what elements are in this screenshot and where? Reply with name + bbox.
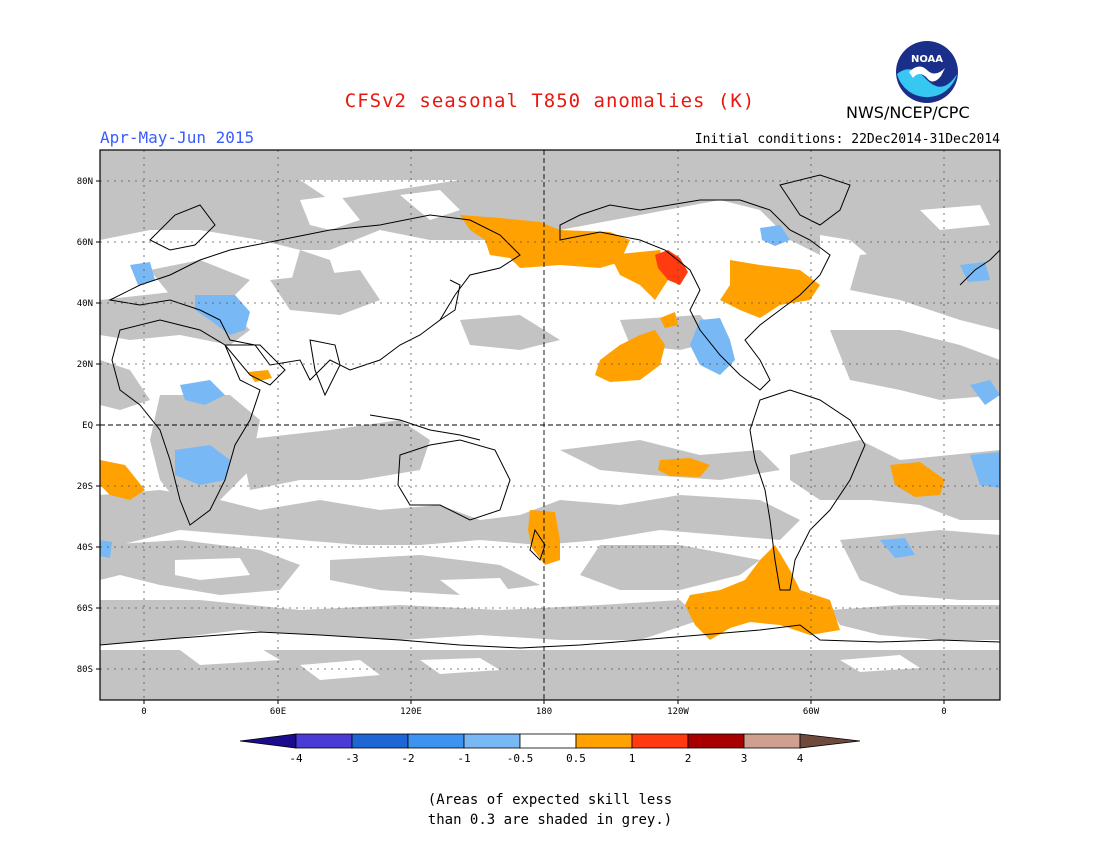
lat-label-80n: 80N — [77, 177, 93, 187]
colorbar — [239, 733, 861, 749]
coastline-indonesia — [369, 414, 481, 441]
coastline-japan — [439, 279, 461, 321]
skill-note-line2: than 0.3 are shaded in grey.) — [427, 812, 673, 828]
coastline-antarctica — [100, 624, 1000, 649]
lat-label-80s: 80S — [77, 665, 93, 675]
colorbar-bin — [519, 733, 577, 749]
lon-label-0-east: 0 — [941, 707, 946, 717]
coastline-scandinavia — [149, 204, 216, 251]
coastline-new-zealand — [529, 528, 546, 561]
colorbar-label: -3 — [345, 752, 358, 765]
lat-label-40n: 40N — [77, 299, 93, 309]
anomaly-western-canada — [655, 250, 688, 285]
lat-label-eq: EQ — [82, 421, 93, 431]
colorbar-labels: -4 -3 -2 -1 -0.5 0.5 1 2 3 4 — [289, 752, 803, 765]
colorbar-label: -0.5 — [507, 752, 534, 765]
lat-label-60n: 60N — [77, 238, 93, 248]
lat-label-40s: 40S — [77, 543, 93, 553]
lon-label-0: 0 — [141, 707, 146, 717]
lon-label-180: 180 — [536, 707, 552, 717]
anomaly-middle-east — [195, 295, 250, 335]
colorbar-bin — [631, 733, 689, 749]
colorbar-bin — [463, 733, 521, 749]
lat-labels: 80N 60N 40N 20N EQ 20S 40S 60S 80S — [77, 177, 93, 675]
map-title: CFSv2 seasonal T850 anomalies (K) — [344, 90, 756, 112]
forecast-period: Apr-May-Jun 2015 — [100, 128, 255, 147]
coastlines — [100, 174, 1000, 649]
anomaly-subtropical-north-pacific — [595, 330, 665, 382]
colorbar-high-arrow — [799, 733, 861, 749]
strong-warm-anomaly-regions — [655, 250, 688, 285]
colorbar-label: 2 — [685, 752, 692, 765]
coastline-arabia — [223, 344, 286, 386]
anomaly-alaska-northeast-pacific — [460, 215, 630, 268]
colorbar-bin — [743, 733, 801, 749]
lat-label-20n: 20N — [77, 360, 93, 370]
colorbar-label: -4 — [289, 752, 303, 765]
anomaly-eastern-africa — [175, 445, 230, 485]
coastline-europe-west — [959, 249, 1000, 286]
coastline-greenland — [779, 174, 851, 226]
colorbar-label: 4 — [797, 752, 804, 765]
lon-ticks — [143, 700, 945, 704]
warm-anomaly-regions — [100, 215, 945, 640]
colorbar-low-arrow — [239, 733, 297, 749]
anomaly-eastern-us — [720, 260, 820, 318]
colorbar-label: 3 — [741, 752, 748, 765]
agency-label: NWS/NCEP/CPC — [846, 103, 970, 122]
coastline-australia — [397, 439, 511, 521]
initial-conditions: Initial conditions: 22Dec2014-31Dec2014 — [694, 132, 1000, 147]
lon-label-120w: 120W — [667, 707, 689, 717]
lon-label-60e: 60E — [270, 707, 286, 717]
colorbar-label: -1 — [457, 752, 470, 765]
coastline-india — [309, 339, 341, 397]
colorbar-label: -2 — [401, 752, 414, 765]
colorbar-bin — [687, 733, 745, 749]
lon-labels: 0 60E 120E 180 120W 60W 0 — [141, 707, 946, 717]
colorbar-bin — [575, 733, 633, 749]
colorbar-bin — [295, 733, 353, 749]
skill-note-line1: (Areas of expected skill less — [427, 792, 673, 808]
coastline-africa — [111, 319, 261, 526]
lon-label-60w: 60W — [803, 707, 820, 717]
colorbar-bin — [407, 733, 465, 749]
lat-label-60s: 60S — [77, 604, 93, 614]
colorbar-label: 1 — [629, 752, 636, 765]
noaa-logo-text: NOAA — [911, 54, 943, 65]
lat-ticks — [96, 180, 100, 670]
anomaly-southeast-pacific — [685, 545, 840, 640]
lat-label-20s: 20S — [77, 482, 93, 492]
lon-label-120e: 120E — [400, 707, 422, 717]
coastline-north-america — [559, 199, 831, 391]
noaa-logo: NOAA — [896, 41, 958, 103]
colorbar-label: 0.5 — [566, 752, 586, 765]
skill-holes — [175, 190, 990, 680]
coastline-south-america — [749, 389, 866, 591]
reference-lines — [100, 150, 1000, 700]
colorbar-bin — [351, 733, 409, 749]
